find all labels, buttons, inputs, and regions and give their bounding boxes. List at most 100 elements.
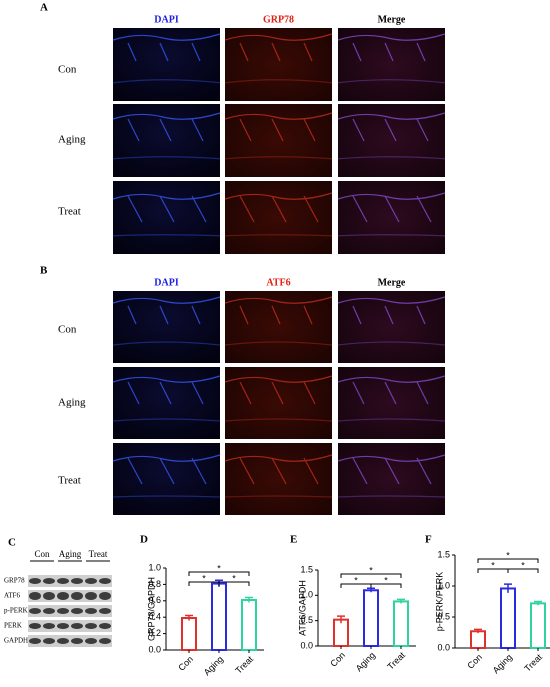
micrograph <box>113 291 220 363</box>
error-bar <box>185 614 193 621</box>
dermis <box>112 156 221 160</box>
row-label: Con <box>58 324 77 336</box>
tissue-edge <box>112 112 221 120</box>
micrograph <box>113 181 220 254</box>
follicle <box>239 42 249 62</box>
band <box>71 638 83 644</box>
significance-label: * <box>521 560 525 570</box>
follicle <box>271 42 281 62</box>
follicle <box>239 195 255 223</box>
band <box>43 608 55 614</box>
follicle <box>271 457 287 485</box>
bar <box>211 582 227 652</box>
protein-label: p-PERK <box>4 607 28 615</box>
error-bar <box>245 596 253 603</box>
follicle <box>384 305 394 325</box>
band <box>57 592 69 600</box>
dermis <box>112 495 221 498</box>
y-tick-label: 0.2 <box>148 628 161 638</box>
follicle <box>384 42 394 62</box>
band <box>99 623 111 629</box>
significance-bracket <box>188 571 250 576</box>
y-tick-label: 0.5 <box>437 611 450 621</box>
band <box>43 623 55 629</box>
y-tick-label: 0.4 <box>148 612 161 622</box>
band <box>99 638 111 644</box>
micrograph <box>113 28 220 101</box>
tissue-edge <box>112 375 221 383</box>
y-tick-label: 1.5 <box>437 549 450 559</box>
follicle <box>416 305 426 325</box>
micrograph <box>338 291 445 363</box>
significance-label: * <box>202 573 206 583</box>
significance-bracket <box>370 583 402 588</box>
band <box>85 623 97 629</box>
significance-label: * <box>384 575 388 585</box>
y-tick-label: 1.5 <box>300 564 313 574</box>
follicle <box>303 118 316 142</box>
micrograph <box>338 28 445 101</box>
tissue-edge <box>224 454 333 462</box>
y-axis-label: p-PERK/PERK <box>434 572 444 632</box>
tissue-edge <box>112 33 221 41</box>
follicle <box>191 118 204 142</box>
error-bar <box>337 615 345 624</box>
follicle <box>384 195 400 223</box>
dermis <box>224 234 333 237</box>
micrograph <box>113 443 220 515</box>
bar <box>241 598 257 651</box>
band <box>99 592 111 600</box>
follicle <box>384 118 397 142</box>
follicle <box>416 42 426 62</box>
dermis <box>337 79 446 84</box>
y-tick-label: 0.0 <box>148 644 161 654</box>
band <box>85 608 97 614</box>
protein-label: GRP78 <box>4 577 25 585</box>
y-tick-label: 0.0 <box>437 642 450 652</box>
band <box>85 638 97 644</box>
row-label: Con <box>58 64 77 76</box>
x-tick-label: Aging <box>491 652 514 675</box>
tissue <box>337 375 446 422</box>
significance-label: * <box>369 565 373 575</box>
dermis <box>337 341 446 346</box>
follicle <box>239 118 252 142</box>
band <box>99 578 111 584</box>
significance-label: * <box>354 575 358 585</box>
band <box>29 578 41 584</box>
band <box>71 608 83 614</box>
dermis <box>224 79 333 84</box>
y-tick-label: 0.5 <box>300 615 313 625</box>
tissue-edge <box>112 454 221 462</box>
follicle <box>271 195 287 223</box>
y-tick-label: 0.8 <box>148 579 161 589</box>
follicle <box>271 118 284 142</box>
follicle <box>159 457 175 485</box>
tissue-edge <box>337 192 446 200</box>
significance-label: * <box>217 563 221 573</box>
dermis <box>224 341 333 346</box>
lane-label: Con <box>34 549 50 559</box>
column-header: DAPI <box>154 277 179 288</box>
tissue-edge <box>337 296 446 304</box>
micrograph <box>225 181 332 254</box>
follicle <box>239 457 255 485</box>
protein-label: PERK <box>4 622 22 630</box>
follicle <box>416 118 429 142</box>
dermis <box>337 156 446 160</box>
x-tick-label: Treat <box>385 650 407 672</box>
follicle <box>159 305 169 325</box>
row-label: Treat <box>58 475 81 487</box>
x-tick-label: Con <box>176 654 195 673</box>
follicle <box>384 381 397 405</box>
tissue <box>112 192 221 237</box>
dermis <box>112 234 221 237</box>
tissue <box>337 192 446 237</box>
y-tick-label: 0.0 <box>300 640 313 650</box>
significance-label: * <box>232 573 236 583</box>
y-axis-label: GRP78/GAPDH <box>146 577 156 641</box>
micrograph <box>338 181 445 254</box>
follicle <box>352 457 368 485</box>
band <box>71 578 83 584</box>
significance-bracket <box>218 581 250 586</box>
